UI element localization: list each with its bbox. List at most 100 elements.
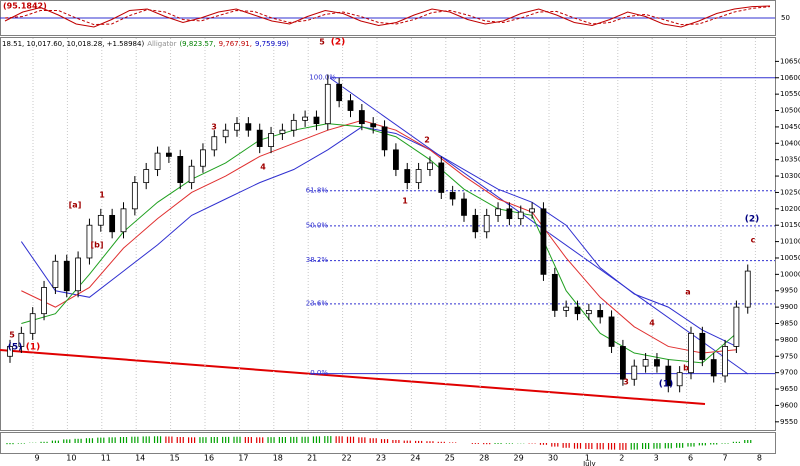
y-tick-label: 10000 (780, 270, 800, 278)
wave-label: b (683, 364, 689, 373)
fib-label: 38.2% (306, 256, 329, 264)
candle-body (585, 310, 592, 315)
x-tick-label: 8 (757, 454, 762, 463)
y-tick-label: 9650 (780, 385, 798, 393)
y-tick-label: 9800 (780, 336, 798, 344)
alligator-line (20, 126, 737, 347)
candle-body (551, 273, 558, 311)
candle-body (63, 260, 70, 292)
wave-label: 4 (649, 319, 655, 328)
oscillator-title: (95.1842) (3, 2, 47, 11)
x-tick-label: 2 (619, 454, 624, 463)
y-tick-label: 10300 (780, 172, 800, 180)
candle-body (143, 169, 150, 184)
y-tick-label: 10600 (780, 74, 800, 82)
x-tick-label: 14 (135, 454, 145, 463)
x-tick-label: 28 (479, 454, 489, 463)
info-text: (9,823.57, (179, 40, 215, 48)
y-tick-label: 10200 (780, 205, 800, 213)
fib-label: 0.0% (310, 369, 328, 377)
candle-body (563, 306, 570, 311)
y-tick-label: 10100 (780, 238, 800, 246)
x-tick-label: 3 (654, 454, 659, 463)
candle-body (256, 129, 263, 147)
x-tick-label: 6 (688, 454, 693, 463)
candle-body (733, 306, 740, 347)
oscillator-line (4, 6, 771, 26)
candle-body (41, 287, 47, 315)
candle-body (540, 208, 547, 275)
candle-body (279, 129, 286, 134)
y-tick-label: 9900 (780, 303, 798, 311)
candle-body (495, 208, 501, 216)
candle-body (120, 208, 127, 233)
candle-body (336, 83, 343, 102)
price-panel (0, 37, 776, 431)
histogram-panel (0, 432, 776, 454)
wave-label: 1 (99, 191, 105, 200)
candle-body (597, 310, 604, 318)
candle-body (392, 149, 399, 170)
oscillator-line (4, 5, 771, 28)
wave-label: 3 (211, 123, 217, 132)
candle-body (608, 316, 615, 347)
info-text: 9,759.99) (255, 40, 289, 48)
candle-body (529, 208, 535, 213)
y-tick-label: 10250 (780, 188, 800, 196)
candle-body (165, 152, 172, 157)
candle-body (75, 257, 81, 292)
candle-body (358, 110, 365, 125)
y-tick-label: 10400 (780, 139, 800, 147)
candle-body (427, 162, 433, 170)
wave-label: (2) (745, 215, 760, 225)
x-tick-label: 18 (273, 454, 283, 463)
wave-label: 3 (623, 378, 629, 387)
candle-body (654, 359, 660, 367)
y-tick-label: 10650 (780, 57, 800, 65)
candle-body (290, 119, 297, 131)
candle-body (449, 192, 456, 200)
x-tick-label: 17 (238, 454, 248, 463)
wave-label: 5 (9, 331, 15, 340)
candle-body (188, 165, 195, 184)
y-tick-label: 10050 (780, 254, 800, 262)
trend-line (0, 349, 706, 405)
candle-body (29, 313, 36, 334)
x-tick-label: 11 (101, 454, 111, 463)
candle-body (200, 149, 206, 167)
x-tick-label: 21 (307, 454, 317, 463)
candle-body (347, 100, 354, 111)
candle-body (18, 332, 25, 347)
wave-label: (5) (8, 343, 23, 353)
x-tick-label: 9 (34, 454, 39, 463)
candle-body (631, 365, 638, 380)
candle-body (472, 214, 479, 233)
y-tick-label: 9600 (780, 401, 798, 409)
candle-body (313, 116, 320, 125)
wave-label: 5 (319, 38, 325, 47)
candle-body (676, 372, 683, 387)
x-tick-label: 16 (204, 454, 214, 463)
y-tick-label: 10550 (780, 90, 800, 98)
candle-body (415, 169, 422, 184)
y-tick-label: 9850 (780, 320, 798, 328)
y-tick-label: 10500 (780, 107, 800, 115)
x-tick-label: 23 (376, 454, 386, 463)
candle-body (404, 169, 411, 184)
x-tick-label: 30 (548, 454, 558, 463)
candle-body (574, 306, 581, 315)
x-tick-label: 24 (410, 454, 420, 463)
alligator-line (21, 123, 737, 364)
info-text: 9,767.91, (219, 40, 252, 48)
candle-body (438, 162, 445, 193)
oscillator-tick-label: 50 (781, 14, 790, 22)
x-tick-label: 7 (722, 454, 727, 463)
wave-label: c (751, 236, 756, 245)
info-text: 18.51, 10,017.60, 10,018.28, +1.58984) (2, 40, 144, 48)
candle-body (177, 156, 184, 184)
candle-body (268, 133, 274, 147)
y-tick-label: 9950 (780, 287, 798, 295)
x-tick-label: 10 (66, 454, 76, 463)
fib-label: 50.0% (306, 221, 329, 229)
